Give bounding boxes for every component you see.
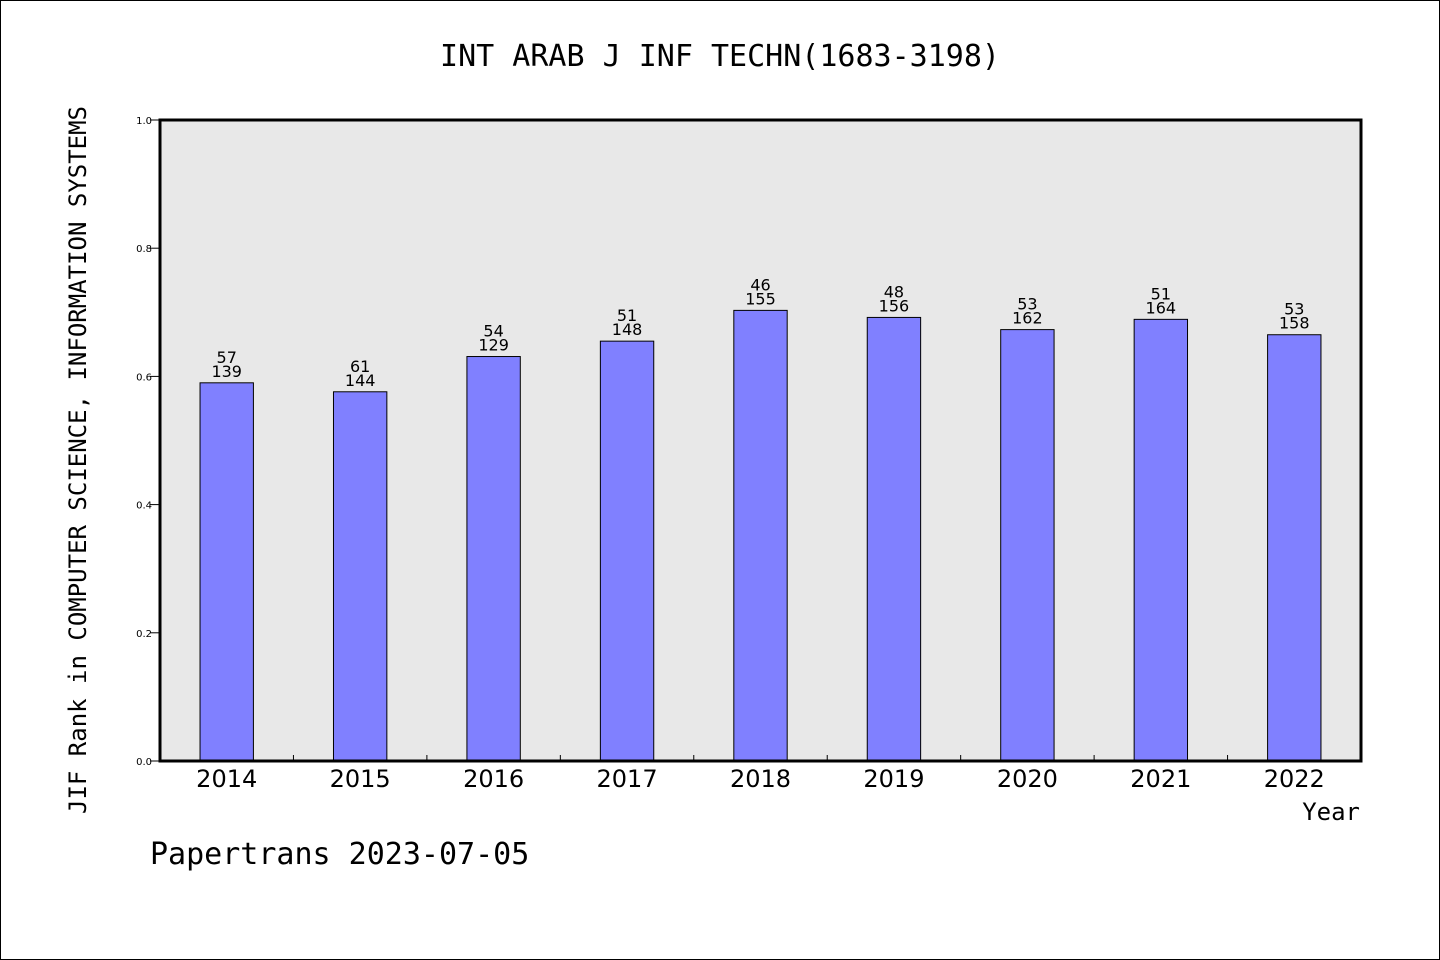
y-tick-label: 0.4 xyxy=(136,501,152,512)
bar-2017 xyxy=(599,340,655,762)
data-label-total: 164 xyxy=(1146,298,1177,317)
bar-2015 xyxy=(332,391,388,762)
x-axis-label: Year xyxy=(1302,798,1360,826)
data-label-total: 139 xyxy=(211,362,242,381)
bar-2022 xyxy=(1267,334,1322,762)
x-axis: 2014 2015 2016 2017 2018 2019 2020 2021 2022 xyxy=(196,755,1325,793)
data-label-rank: 54 xyxy=(483,322,503,341)
data-label-total: 144 xyxy=(345,371,376,390)
data-label-total: 156 xyxy=(879,296,910,315)
bars xyxy=(199,309,1322,762)
x-tick-label: 2021 xyxy=(1130,765,1191,793)
bar-2014 xyxy=(199,382,254,762)
x-tick-label: 2020 xyxy=(997,765,1058,793)
data-label-total: 162 xyxy=(1012,309,1043,328)
y-tick-label: 0.6 xyxy=(136,372,152,383)
x-tick-label: 2019 xyxy=(863,765,924,793)
data-label-rank: 46 xyxy=(750,275,770,294)
data-label-rank: 53 xyxy=(1017,295,1037,314)
y-tick-label: 0.8 xyxy=(136,244,152,255)
y-tick-label: 0.2 xyxy=(136,629,152,640)
bar-2021 xyxy=(1133,318,1189,762)
data-label-total: 158 xyxy=(1279,314,1310,333)
y-tick-label: 1.0 xyxy=(136,116,152,127)
x-tick-label: 2016 xyxy=(463,765,524,793)
data-label-rank: 51 xyxy=(617,306,637,325)
bar-2018 xyxy=(733,309,788,762)
y-axis: 0.0 0.2 0.4 0.6 0.8 1.0 xyxy=(136,116,160,768)
bar-2016 xyxy=(466,356,521,762)
data-label-rank: 57 xyxy=(217,348,237,367)
data-label-total: 148 xyxy=(612,320,643,339)
data-label-rank: 61 xyxy=(350,357,370,376)
bar-2019 xyxy=(866,316,922,762)
data-label-rank: 51 xyxy=(1151,284,1171,303)
chart-title: INT ARAB J INF TECHN(1683-3198) xyxy=(440,39,1000,74)
data-label-rank: 53 xyxy=(1284,300,1304,319)
data-label-rank: 48 xyxy=(884,282,904,301)
footer-text: Papertrans 2023-07-05 xyxy=(150,837,529,872)
x-tick-label: 2022 xyxy=(1264,765,1325,793)
y-tick-label: 0.0 xyxy=(136,757,152,768)
plot-border xyxy=(158,118,1363,763)
data-label-total: 155 xyxy=(745,289,776,308)
x-tick-label: 2014 xyxy=(196,765,257,793)
x-tick-label: 2018 xyxy=(730,765,791,793)
bar-2020 xyxy=(1000,329,1055,762)
x-tick-label: 2015 xyxy=(330,765,391,793)
data-label-total: 129 xyxy=(478,336,509,355)
y-axis-label: JIF Rank in COMPUTER SCIENCE, INFORMATIO… xyxy=(64,106,92,814)
x-tick-label: 2017 xyxy=(597,765,658,793)
